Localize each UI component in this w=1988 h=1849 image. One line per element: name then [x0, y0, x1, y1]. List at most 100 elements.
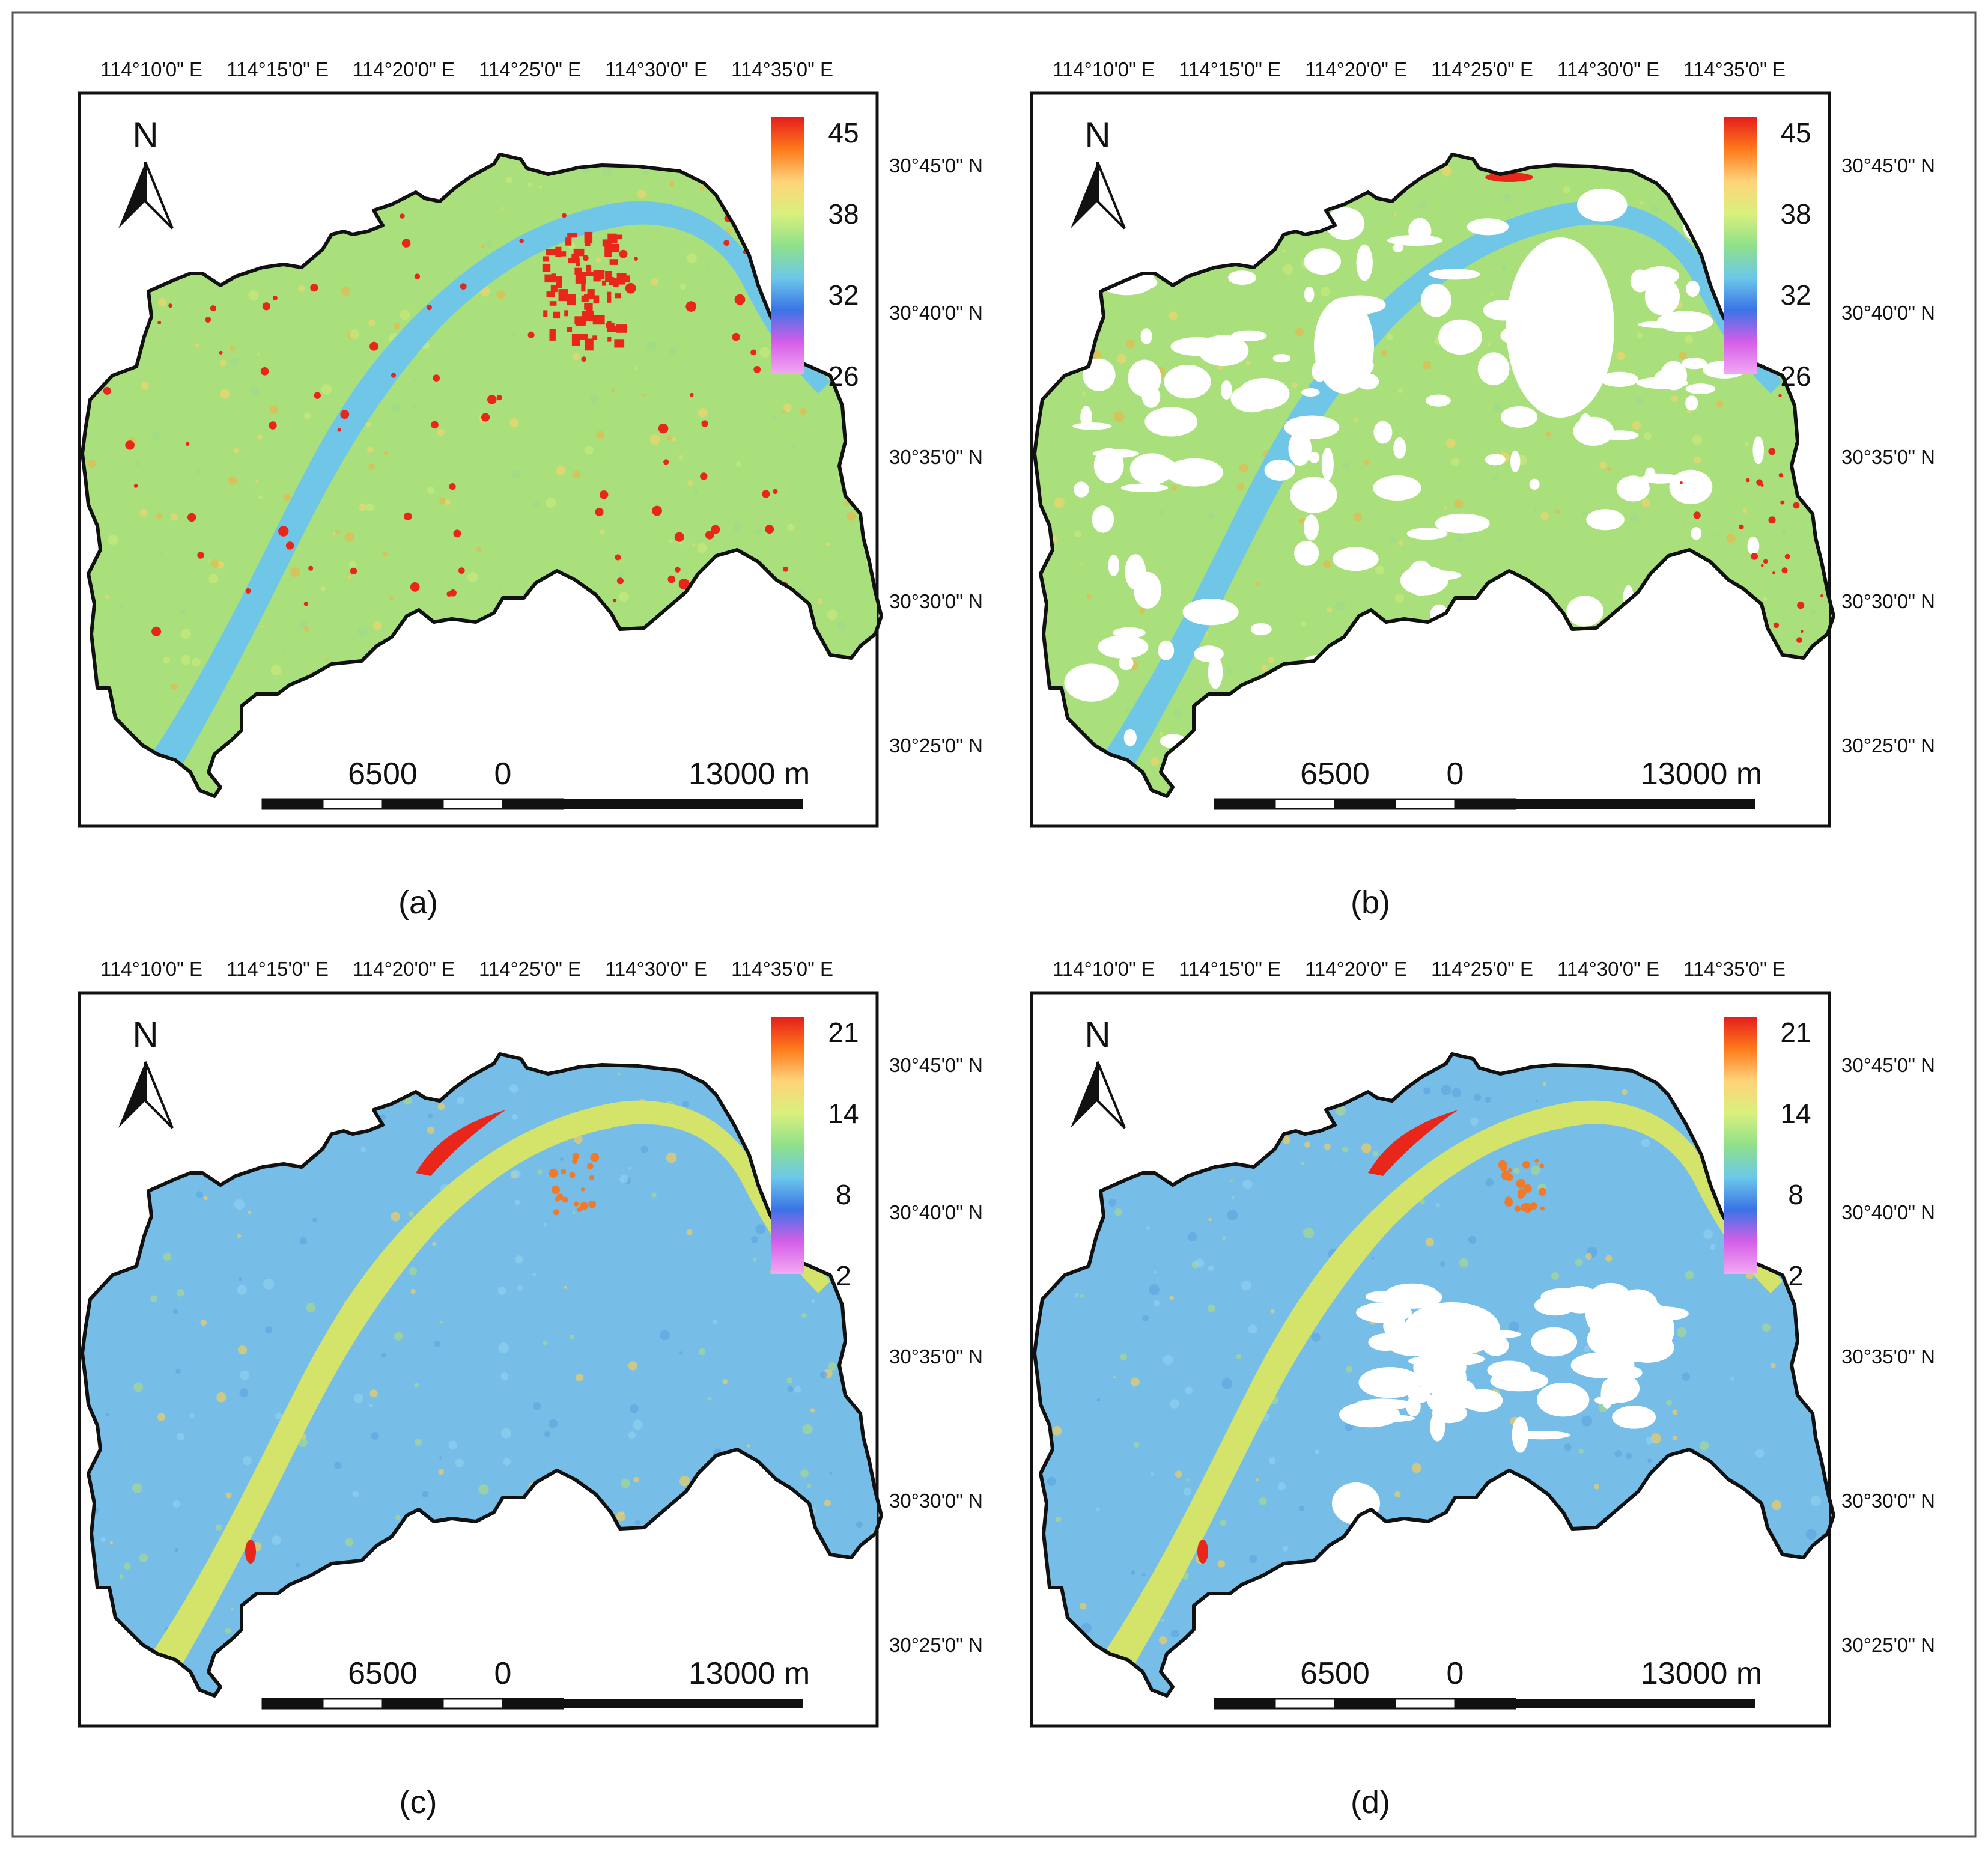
- hotspot: [565, 237, 572, 246]
- hotspot: [609, 259, 618, 265]
- raster-texture: [666, 435, 672, 441]
- hotspot: [587, 1163, 594, 1169]
- raster-texture: [1139, 608, 1146, 614]
- raster-texture: [1375, 565, 1384, 575]
- raster-texture: [1299, 1505, 1305, 1511]
- raster-texture: [1345, 1423, 1353, 1431]
- raster-texture: [1169, 311, 1178, 320]
- raster-texture: [394, 323, 401, 329]
- hotspot: [783, 566, 789, 572]
- hotspot: [487, 395, 497, 404]
- raster-texture: [1131, 1377, 1140, 1387]
- hotspot: [595, 507, 604, 517]
- raster-texture: [1208, 1217, 1212, 1222]
- raster-texture: [1652, 206, 1659, 213]
- masked-area: [1304, 248, 1341, 275]
- hotspot: [578, 334, 588, 340]
- raster-texture: [250, 385, 260, 395]
- hotspot: [765, 525, 774, 534]
- raster-texture: [349, 329, 359, 340]
- hotspot: [562, 1196, 568, 1203]
- raster-texture: [109, 1541, 114, 1544]
- raster-texture: [1412, 1463, 1422, 1473]
- masked-area: [1194, 645, 1224, 662]
- hotspot: [1500, 1164, 1507, 1172]
- masked-area: [1108, 555, 1120, 576]
- raster-texture: [679, 541, 683, 545]
- hotspot: [606, 323, 615, 328]
- legend-colorbar: [1724, 117, 1757, 374]
- hotspot: [567, 327, 573, 332]
- latitude-label: 30°30'0" N: [1841, 1490, 1935, 1512]
- north-arrow-right: [1096, 1061, 1126, 1129]
- longitude-label: 114°30'0" E: [1557, 58, 1659, 81]
- hotspot: [586, 264, 592, 272]
- raster-texture: [225, 1492, 232, 1499]
- masked-area: [1645, 467, 1656, 481]
- raster-texture: [150, 1295, 157, 1302]
- hotspot: [1778, 473, 1784, 478]
- north-arrow-right: [1096, 162, 1126, 230]
- raster-texture: [139, 1553, 148, 1562]
- raster-texture: [802, 1424, 813, 1435]
- raster-texture: [630, 1404, 639, 1413]
- raster-texture: [1491, 475, 1498, 481]
- raster-texture: [651, 1192, 657, 1198]
- raster-texture: [196, 1191, 203, 1198]
- raster-texture: [634, 367, 638, 370]
- hotspot: [572, 1153, 580, 1160]
- masked-area: [1228, 270, 1257, 285]
- raster-texture: [367, 446, 374, 453]
- masked-area: [1333, 547, 1379, 571]
- raster-texture: [828, 1362, 837, 1371]
- longitude-label: 114°15'0" E: [1179, 958, 1281, 980]
- scale-bar: 6500 0 13000 m: [1214, 757, 1762, 810]
- raster-texture: [195, 469, 201, 475]
- raster-texture: [1241, 1280, 1251, 1291]
- hotspot: [569, 1172, 576, 1178]
- raster-texture: [394, 1332, 403, 1341]
- hotspot: [602, 239, 612, 247]
- latitude-label: 30°35'0" N: [889, 1345, 983, 1368]
- masked-area: [1356, 1302, 1412, 1323]
- raster-texture: [634, 1519, 640, 1526]
- raster-texture: [265, 1326, 273, 1334]
- map-panel-b: 114°10'0" E 114°15'0" E 114°20'0" E 114°25'…: [1030, 58, 1935, 921]
- raster-texture: [1535, 1100, 1538, 1103]
- hotspot: [197, 552, 204, 559]
- raster-texture: [414, 1438, 422, 1446]
- masked-area: [1294, 540, 1319, 566]
- raster-texture: [220, 389, 230, 399]
- raster-texture: [1585, 1253, 1592, 1260]
- masked-area: [1467, 218, 1509, 236]
- masked-area: [1221, 380, 1232, 400]
- masked-area: [1140, 328, 1152, 344]
- hotspot: [701, 420, 708, 427]
- raster-texture: [792, 443, 797, 449]
- scale-bar-segment: [321, 1698, 384, 1710]
- raster-texture: [179, 609, 186, 615]
- hotspot: [157, 321, 162, 324]
- hotspot: [584, 231, 593, 243]
- hotspot: [567, 294, 576, 305]
- raster-texture: [511, 1113, 518, 1120]
- raster-texture: [509, 1084, 518, 1093]
- raster-texture: [817, 599, 823, 604]
- color-legend: 45 38 32 26: [1724, 117, 1811, 392]
- scale-bar-segment: [381, 1698, 444, 1710]
- hotspot: [1780, 500, 1785, 505]
- raster-texture: [544, 1431, 551, 1437]
- raster-texture: [506, 177, 512, 183]
- latitude-label: 30°30'0" N: [1841, 590, 1935, 612]
- raster-texture: [248, 1211, 252, 1214]
- longitude-label: 114°30'0" E: [1557, 958, 1659, 980]
- hotspot: [573, 1201, 579, 1207]
- raster-texture: [800, 407, 807, 415]
- raster-texture: [1616, 352, 1625, 361]
- raster-texture: [1397, 388, 1403, 394]
- scale-bar: 6500 0 13000 m: [261, 757, 810, 810]
- raster-texture: [1622, 1089, 1628, 1095]
- raster-texture: [847, 511, 857, 522]
- outer-frame: [11, 11, 1977, 1838]
- raster-texture: [786, 1377, 793, 1384]
